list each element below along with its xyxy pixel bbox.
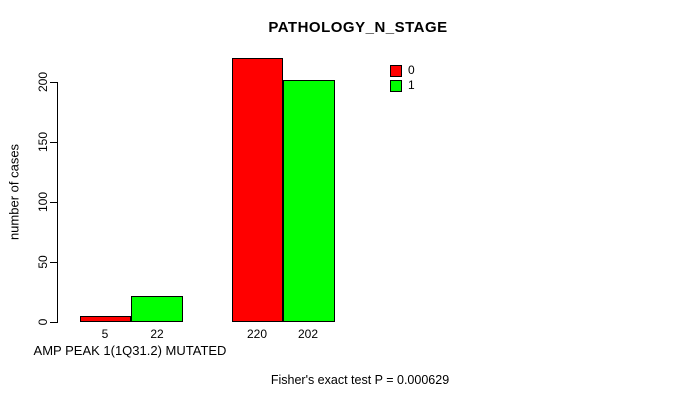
legend-entry-1: 1: [390, 79, 415, 92]
legend-swatch-green: [390, 79, 402, 92]
legend-swatch-red: [390, 64, 402, 77]
y-tick-150: [50, 142, 58, 143]
bar-group1-series1: [131, 296, 183, 322]
y-tick-label-100: 100: [36, 191, 50, 213]
x-group-label: AMP PEAK 1(1Q31.2) MUTATED: [33, 343, 227, 358]
bar-value-label: 5: [101, 327, 109, 341]
legend-entry-0: 0: [390, 64, 415, 77]
bar-value-label: 22: [150, 327, 164, 341]
y-tick-label-200: 200: [36, 71, 50, 93]
y-tick-200: [50, 82, 58, 83]
y-tick-0: [50, 322, 58, 323]
y-tick-100: [50, 202, 58, 203]
y-axis-title: number of cases: [6, 143, 22, 241]
bar-group2-series1: [283, 80, 335, 322]
bar-group1-series0: [80, 316, 131, 322]
bar-value-label: 202: [297, 327, 319, 341]
legend-label-0: 0: [408, 63, 415, 77]
legend-label-1: 1: [408, 78, 415, 92]
y-tick-label-0: 0: [36, 318, 50, 326]
legend: 0 1: [390, 64, 415, 94]
y-tick-label-50: 50: [36, 255, 50, 269]
bar-value-label: 220: [246, 327, 268, 341]
chart-title: PATHOLOGY_N_STAGE: [268, 19, 448, 36]
y-tick-label-150: 150: [36, 131, 50, 153]
fisher-test-annotation: Fisher's exact test P = 0.000629: [270, 373, 450, 387]
bar-group2-series0: [232, 58, 283, 322]
y-tick-50: [50, 262, 58, 263]
